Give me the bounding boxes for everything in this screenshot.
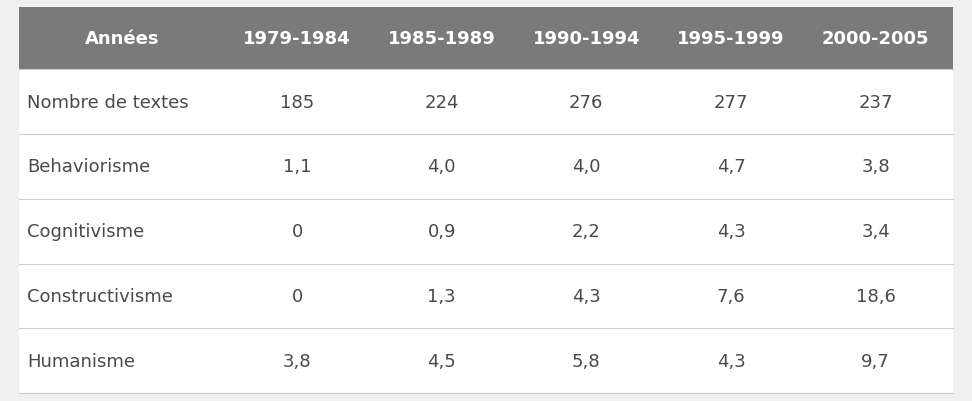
Text: 2000-2005: 2000-2005	[822, 30, 929, 48]
Text: 1995-1999: 1995-1999	[677, 30, 784, 48]
Text: 3,4: 3,4	[861, 223, 890, 241]
Text: 237: 237	[858, 93, 893, 111]
Text: 2,2: 2,2	[572, 223, 601, 241]
Bar	[19, 328, 953, 393]
Text: 1979-1984: 1979-1984	[243, 30, 351, 48]
Text: 224: 224	[425, 93, 459, 111]
Text: Constructivisme: Constructivisme	[27, 287, 173, 305]
Text: 1985-1989: 1985-1989	[388, 30, 496, 48]
Bar	[19, 8, 953, 70]
Text: 1,3: 1,3	[428, 287, 456, 305]
Text: 0: 0	[292, 287, 302, 305]
Text: 4,7: 4,7	[716, 158, 746, 176]
Text: 1,1: 1,1	[283, 158, 311, 176]
Text: Humanisme: Humanisme	[27, 352, 135, 370]
Text: 4,3: 4,3	[716, 352, 746, 370]
Text: 4,0: 4,0	[428, 158, 456, 176]
Text: 4,3: 4,3	[716, 223, 746, 241]
Text: 3,8: 3,8	[283, 352, 311, 370]
Text: 4,3: 4,3	[572, 287, 601, 305]
Text: Behaviorisme: Behaviorisme	[27, 158, 151, 176]
Bar	[19, 264, 953, 328]
Text: 0: 0	[292, 223, 302, 241]
Text: 7,6: 7,6	[716, 287, 746, 305]
Text: Nombre de textes: Nombre de textes	[27, 93, 189, 111]
Text: 4,0: 4,0	[573, 158, 601, 176]
Bar	[19, 135, 953, 199]
Text: 0,9: 0,9	[428, 223, 456, 241]
Text: 9,7: 9,7	[861, 352, 890, 370]
Text: 4,5: 4,5	[428, 352, 456, 370]
Text: 1990-1994: 1990-1994	[533, 30, 640, 48]
Text: 5,8: 5,8	[572, 352, 601, 370]
Text: Années: Années	[85, 30, 159, 48]
Text: Cognitivisme: Cognitivisme	[27, 223, 145, 241]
Bar	[19, 70, 953, 135]
Text: 185: 185	[280, 93, 314, 111]
Text: 3,8: 3,8	[861, 158, 890, 176]
Text: 276: 276	[570, 93, 604, 111]
Text: 277: 277	[713, 93, 748, 111]
Text: 18,6: 18,6	[855, 287, 895, 305]
Bar	[19, 199, 953, 264]
